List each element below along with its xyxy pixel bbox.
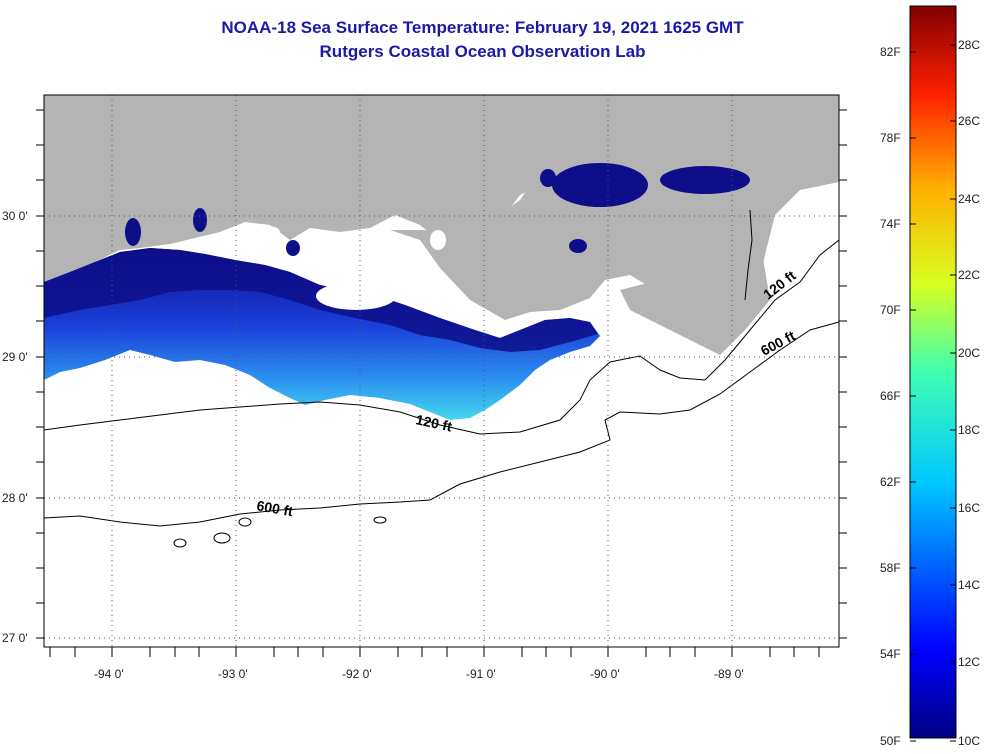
colorbar-f-label: 50F bbox=[880, 734, 901, 748]
contour-island bbox=[213, 532, 231, 544]
nodata-lake bbox=[352, 256, 408, 284]
colorbar-c-label: 28C bbox=[958, 38, 980, 52]
lon-label: -91 0' bbox=[466, 667, 496, 681]
cold-bay-patch bbox=[125, 218, 141, 246]
coastal-land bbox=[390, 95, 839, 352]
y-axis-ticks bbox=[36, 109, 44, 639]
colorbar-c-label: 12C bbox=[958, 655, 980, 669]
colorbar-f-label: 74F bbox=[880, 217, 901, 231]
colorbar-f-label: 66F bbox=[880, 389, 901, 403]
contour-600ft bbox=[44, 321, 839, 527]
contour-label: 600 ft bbox=[255, 497, 294, 519]
nodata-lake bbox=[316, 282, 396, 310]
colorbar-c-label: 14C bbox=[958, 578, 980, 592]
colorbar bbox=[909, 5, 957, 739]
colorbar-f-label: 62F bbox=[880, 475, 901, 489]
cold-bay-patch bbox=[569, 239, 587, 253]
lon-label: -92 0' bbox=[342, 667, 372, 681]
colorbar-f-label: 70F bbox=[880, 303, 901, 317]
cold-bay-patch bbox=[660, 166, 750, 194]
colorbar-f-label: 78F bbox=[880, 131, 901, 145]
cold-bay-patch bbox=[552, 163, 648, 207]
colorbar-c-label: 24C bbox=[958, 192, 980, 206]
nodata-lake bbox=[430, 230, 446, 250]
cold-bay-patch bbox=[193, 208, 207, 232]
chart-subtitle: Rutgers Coastal Ocean Observation Lab bbox=[319, 42, 646, 61]
colorbar-c-label: 18C bbox=[958, 423, 980, 437]
y-axis-ticks-right bbox=[839, 109, 847, 639]
colorbar-c-label: 20C bbox=[958, 346, 980, 360]
lon-label: -93 0' bbox=[218, 667, 248, 681]
colorbar-c-label: 10C bbox=[958, 734, 980, 748]
lon-label: -90 0' bbox=[590, 667, 620, 681]
colorbar-c-label: 22C bbox=[958, 268, 980, 282]
x-axis-ticks bbox=[49, 647, 820, 657]
contour-120ft-branch bbox=[744, 209, 753, 301]
colorbar-f-label: 54F bbox=[880, 647, 901, 661]
colorbar-ticks bbox=[910, 44, 956, 742]
contour-label: 120 ft bbox=[414, 411, 453, 434]
graticule bbox=[44, 95, 839, 647]
lon-label: -94 0' bbox=[94, 667, 124, 681]
contour-island bbox=[173, 538, 187, 548]
lon-label: -89 0' bbox=[714, 667, 744, 681]
contour-island bbox=[373, 516, 387, 524]
colorbar-c-label: 16C bbox=[958, 501, 980, 515]
lat-label: 28 0' bbox=[2, 491, 28, 505]
contour-120ft bbox=[44, 239, 839, 435]
contour-island bbox=[238, 517, 252, 527]
cold-bay-patch bbox=[540, 169, 556, 187]
lat-label: 27 0' bbox=[2, 631, 28, 645]
lat-label: 29 0' bbox=[2, 350, 28, 364]
chart-title: NOAA-18 Sea Surface Temperature: Februar… bbox=[221, 18, 744, 37]
nodata-lake bbox=[256, 226, 280, 238]
colorbar-f-label: 58F bbox=[880, 561, 901, 575]
lat-label: 30 0' bbox=[2, 209, 28, 223]
colorbar-c-label: 26C bbox=[958, 114, 980, 128]
cold-bay-patch bbox=[286, 240, 300, 256]
colorbar-f-label: 82F bbox=[880, 45, 901, 59]
map-frame bbox=[43, 94, 840, 648]
